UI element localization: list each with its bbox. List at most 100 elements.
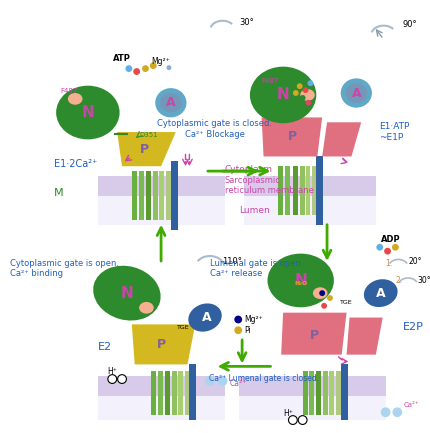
Text: A: A: [375, 287, 385, 300]
Text: H₂O: H₂O: [293, 281, 307, 286]
FancyBboxPatch shape: [239, 396, 385, 420]
Text: Sarcoplasmic
reticulum membrane: Sarcoplasmic reticulum membrane: [224, 176, 313, 195]
Ellipse shape: [56, 86, 119, 139]
Circle shape: [383, 248, 390, 255]
Ellipse shape: [340, 78, 371, 108]
Polygon shape: [159, 171, 164, 220]
Text: N: N: [120, 286, 133, 301]
Circle shape: [234, 326, 242, 334]
Polygon shape: [132, 171, 136, 220]
Polygon shape: [158, 371, 163, 415]
Ellipse shape: [249, 67, 316, 123]
Text: M: M: [54, 187, 63, 197]
Text: Ca²⁺ Lumenal gate is closed.: Ca²⁺ Lumenal gate is closed.: [208, 374, 318, 383]
Text: H⁺: H⁺: [107, 367, 117, 376]
Text: F487: F487: [60, 88, 78, 94]
Text: 110°: 110°: [222, 257, 242, 266]
Circle shape: [142, 65, 148, 72]
Polygon shape: [165, 371, 169, 415]
Ellipse shape: [345, 83, 366, 103]
Polygon shape: [172, 371, 176, 415]
Circle shape: [133, 68, 140, 75]
Text: P: P: [309, 329, 318, 342]
FancyBboxPatch shape: [98, 176, 224, 196]
Polygon shape: [278, 166, 283, 215]
Polygon shape: [302, 371, 307, 415]
Ellipse shape: [267, 254, 333, 307]
Circle shape: [375, 244, 382, 251]
Text: F487: F487: [261, 78, 278, 84]
Circle shape: [292, 90, 298, 96]
Text: ATP: ATP: [113, 54, 131, 63]
Text: Lumen: Lumen: [239, 206, 269, 215]
Text: Cytoplasmic gate is closed.
Ca²⁺ Blockage: Cytoplasmic gate is closed. Ca²⁺ Blockag…: [157, 120, 272, 139]
Text: 20°: 20°: [407, 257, 421, 266]
Text: Lumenal gate is open.
Ca²⁺ release: Lumenal gate is open. Ca²⁺ release: [209, 259, 303, 278]
Circle shape: [125, 65, 132, 72]
Text: TGE: TGE: [177, 325, 189, 330]
Ellipse shape: [155, 88, 186, 117]
Polygon shape: [177, 371, 182, 415]
Polygon shape: [153, 171, 158, 220]
Circle shape: [319, 290, 324, 296]
Circle shape: [380, 407, 390, 417]
Circle shape: [166, 65, 171, 70]
Polygon shape: [299, 166, 304, 215]
Polygon shape: [316, 156, 322, 225]
Text: E1·ATP
~E1P: E1·ATP ~E1P: [378, 123, 408, 142]
FancyBboxPatch shape: [98, 396, 224, 420]
Polygon shape: [335, 371, 340, 415]
Polygon shape: [328, 371, 333, 415]
Circle shape: [307, 80, 313, 86]
Text: Ca²⁺: Ca²⁺: [402, 402, 418, 408]
Text: Cytoplasm: Cytoplasm: [224, 165, 272, 174]
Text: E1·2Ca²⁺: E1·2Ca²⁺: [54, 159, 97, 169]
Circle shape: [299, 95, 305, 101]
FancyBboxPatch shape: [243, 196, 375, 225]
Text: N: N: [81, 105, 94, 120]
Text: E2: E2: [98, 342, 111, 352]
Text: A: A: [202, 311, 211, 324]
Text: TGE: TGE: [339, 301, 352, 305]
Circle shape: [326, 295, 332, 301]
Circle shape: [320, 303, 326, 309]
Text: Mg²⁺: Mg²⁺: [243, 315, 262, 324]
Text: P: P: [288, 130, 297, 143]
Circle shape: [217, 376, 227, 386]
Polygon shape: [280, 313, 346, 355]
Polygon shape: [322, 371, 327, 415]
Polygon shape: [166, 171, 170, 220]
Polygon shape: [146, 171, 151, 220]
Circle shape: [205, 376, 214, 386]
Polygon shape: [321, 122, 360, 156]
Text: 90°: 90°: [401, 20, 416, 29]
Text: 30°: 30°: [239, 18, 253, 27]
Ellipse shape: [160, 93, 181, 113]
Text: Pi: Pi: [243, 326, 250, 335]
Circle shape: [305, 100, 311, 106]
Text: 2.: 2.: [394, 276, 402, 285]
Polygon shape: [151, 371, 156, 415]
Text: 30°: 30°: [417, 276, 430, 285]
Polygon shape: [189, 365, 196, 420]
Polygon shape: [117, 132, 175, 166]
Polygon shape: [284, 166, 289, 215]
Ellipse shape: [68, 93, 82, 105]
Ellipse shape: [363, 279, 397, 307]
Ellipse shape: [188, 304, 221, 332]
Polygon shape: [292, 166, 297, 215]
Ellipse shape: [312, 287, 327, 299]
Circle shape: [234, 316, 242, 323]
Circle shape: [392, 407, 401, 417]
Polygon shape: [138, 171, 143, 220]
Circle shape: [302, 87, 308, 93]
Ellipse shape: [300, 89, 314, 101]
Text: 1.: 1.: [385, 259, 392, 268]
Polygon shape: [261, 117, 321, 156]
Polygon shape: [346, 317, 382, 355]
Polygon shape: [305, 166, 310, 215]
Circle shape: [296, 83, 302, 89]
FancyBboxPatch shape: [98, 376, 224, 396]
Text: A: A: [166, 96, 175, 109]
Text: N: N: [294, 273, 306, 288]
